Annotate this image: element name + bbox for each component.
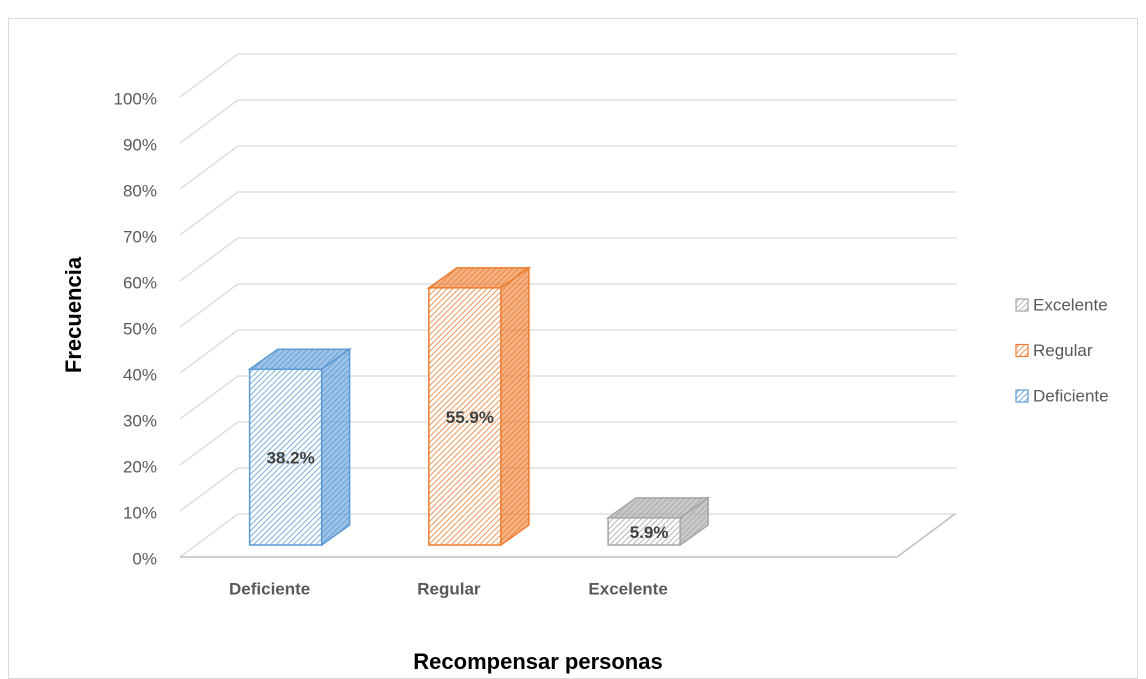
legend-swatch	[1015, 298, 1029, 312]
bar	[428, 287, 502, 546]
grid-line	[179, 513, 957, 558]
data-label: 5.9%	[630, 523, 669, 542]
grid-line	[179, 191, 957, 236]
grid-line	[179, 99, 957, 144]
x-axis-title: Recompensar personas	[413, 649, 662, 674]
legend-label: Regular	[1033, 341, 1093, 360]
y-tick-label: 30%	[123, 411, 157, 430]
grid-line	[179, 467, 957, 512]
x-tick-label: Deficiente	[229, 579, 310, 598]
y-tick-label: 50%	[123, 319, 157, 338]
y-tick-label: 10%	[123, 503, 157, 522]
x-tick-label: Regular	[417, 579, 481, 598]
data-label: 55.9%	[446, 408, 494, 427]
bar	[248, 368, 323, 546]
y-tick-label: 60%	[123, 273, 157, 292]
legend-swatch	[1015, 343, 1029, 358]
legend-label: Deficiente	[1033, 386, 1109, 405]
grid-line	[179, 237, 957, 282]
data-label: 38.2%	[267, 449, 315, 468]
grid-line	[179, 421, 957, 466]
y-tick-label: 40%	[123, 365, 157, 384]
bar	[607, 517, 681, 546]
grid-line	[179, 145, 957, 190]
legend-label: Excelente	[1033, 295, 1108, 314]
floor	[180, 513, 956, 558]
bar-side	[500, 266, 530, 547]
y-tick-label: 90%	[123, 135, 157, 154]
bar-side	[320, 347, 351, 547]
legend-swatch	[1015, 389, 1029, 403]
y-tick-label: 80%	[123, 181, 157, 200]
grid-line	[179, 53, 957, 98]
grid-line	[179, 283, 957, 328]
grid-line	[179, 375, 957, 420]
y-tick-label: 0%	[132, 549, 157, 568]
y-tick-label: 20%	[123, 457, 157, 476]
y-tick-label: 100%	[114, 89, 157, 108]
x-tick-label: Excelente	[588, 579, 667, 598]
chart-border	[8, 18, 1138, 679]
grid-line	[179, 329, 957, 374]
y-tick-label: 70%	[123, 227, 157, 246]
y-axis-title: Frecuencia	[61, 256, 86, 373]
